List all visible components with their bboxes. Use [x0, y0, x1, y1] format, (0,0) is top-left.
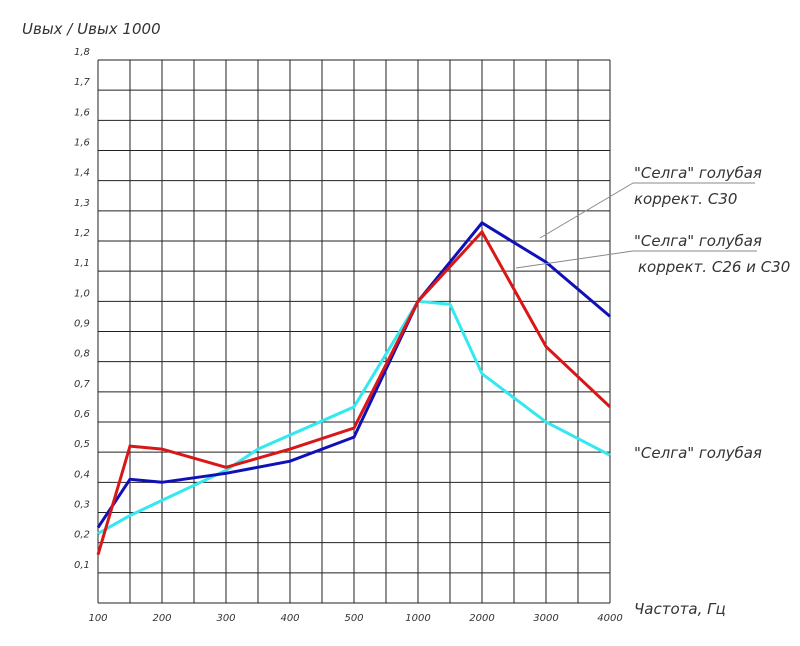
y-tick-label: 0,7: [74, 379, 91, 390]
y-tick-label: 0,8: [74, 349, 90, 360]
series-labels: "Селга" голубая коррект. С30 "Селга" голуб…: [634, 164, 790, 462]
y-tick-label: 0,3: [74, 500, 90, 511]
x-tick-label: 500: [344, 613, 363, 624]
y-tick-label: 1,0: [74, 288, 90, 299]
series-label-2-line-1: "Селга" голубая: [634, 232, 762, 250]
tick-labels: 0,1 0,2 0,3 0,4 0,5 0,6 0,7 0,8 0,9 1,0 1,1 1,2 1,3 1…: [74, 47, 623, 624]
series-label-2-line-2: коррект. С26 и С30: [638, 258, 790, 276]
series-lines: [96, 220, 612, 556]
x-tick-label: 200: [152, 613, 171, 624]
y-tick-label: 0,1: [74, 560, 90, 571]
x-axis-title: Частота, Гц: [634, 600, 726, 618]
series-line-1: [96, 220, 611, 529]
y-tick-label: 1,3: [74, 198, 90, 209]
x-tick-label: 1000: [405, 613, 430, 624]
y-tick-label: 1,6: [74, 138, 90, 149]
grid: [97, 59, 611, 604]
y-tick-label: 0,9: [74, 319, 90, 330]
leader-line-1: [539, 182, 634, 239]
y-axis-title: Uвых / Uвых 1000: [22, 20, 161, 38]
series-line-3: [97, 299, 611, 535]
legend-leader-lines: [515, 182, 757, 269]
leader-line-2: [515, 250, 634, 269]
y-tick-label: 1,1: [74, 258, 90, 269]
x-tick-label: 100: [88, 613, 107, 624]
x-tick-label: 300: [216, 613, 235, 624]
series-label-1-line-2: коррект. С30: [634, 190, 737, 208]
y-tick-label: 0,2: [74, 530, 90, 541]
y-tick-label: 1,8: [74, 47, 90, 58]
y-tick-label: 0,6: [74, 409, 90, 420]
x-tick-label: 400: [280, 613, 299, 624]
x-tick-label: 3000: [533, 613, 558, 624]
y-tick-label: 0,4: [74, 469, 90, 480]
series-line-2: [96, 229, 612, 556]
y-tick-label: 1,7: [74, 77, 91, 88]
y-tick-label: 1,2: [74, 228, 90, 239]
x-tick-label: 2000: [469, 613, 494, 624]
x-tick-label: 4000: [597, 613, 622, 624]
y-tick-label: 1,4: [74, 168, 90, 179]
series-label-3-line-1: "Селга" голубая: [634, 444, 762, 462]
series-label-1-line-1: "Селга" голубая: [634, 164, 762, 182]
y-tick-label: 0,5: [74, 439, 90, 450]
y-tick-label: 1,6: [74, 107, 90, 118]
